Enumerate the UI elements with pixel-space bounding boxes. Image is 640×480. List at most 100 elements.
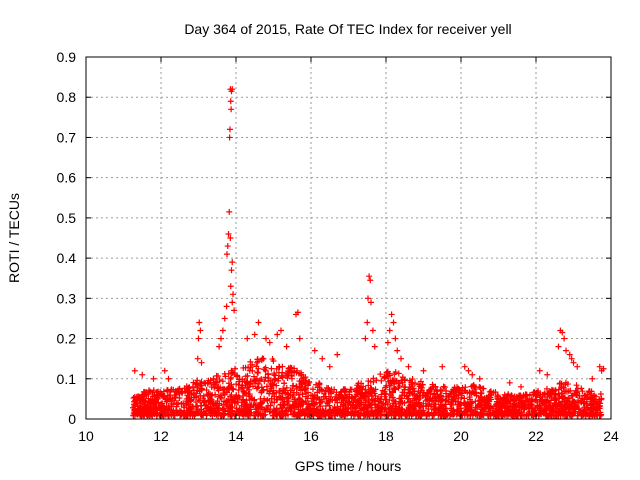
data-point: [565, 403, 572, 410]
data-point: [168, 386, 175, 393]
data-point: [271, 376, 278, 383]
data-point: [506, 406, 513, 413]
data-point: [210, 376, 217, 383]
data-point: [406, 384, 413, 391]
data-point: [264, 396, 271, 403]
data-point: [254, 369, 261, 376]
data-point: [273, 389, 280, 396]
data-point: [598, 395, 605, 402]
data-point: [431, 410, 438, 417]
data-point: [401, 408, 408, 415]
data-point: [193, 408, 200, 415]
data-point: [441, 384, 448, 391]
data-point: [430, 401, 437, 408]
data-point: [152, 399, 159, 406]
data-point: [480, 385, 487, 392]
data-point: [556, 408, 563, 415]
data-point: [327, 396, 334, 403]
data-point: [316, 396, 323, 403]
data-point: [515, 409, 522, 416]
data-point-peak: [227, 126, 233, 133]
data-point: [473, 392, 480, 399]
data-point: [279, 390, 285, 397]
data-point: [141, 393, 148, 400]
data-point: [511, 400, 518, 407]
plot-frame: [85, 56, 612, 420]
data-point: [430, 391, 437, 398]
data-point-peak: [296, 335, 303, 342]
data-point: [313, 406, 320, 413]
data-point: [455, 403, 462, 410]
data-point: [573, 382, 580, 389]
data-point: [399, 392, 406, 399]
data-point: [528, 401, 535, 408]
data-point-peak: [366, 273, 373, 280]
data-point: [409, 397, 416, 404]
data-point: [382, 375, 389, 382]
data-point: [317, 399, 324, 406]
data-point: [191, 390, 198, 397]
data-point: [526, 392, 533, 399]
data-point: [262, 374, 269, 381]
data-point: [318, 386, 325, 393]
data-point: [295, 411, 302, 418]
data-point: [212, 382, 219, 389]
data-point-peak: [469, 371, 476, 378]
data-point-peak: [388, 311, 395, 318]
data-point: [147, 396, 154, 403]
data-point: [168, 400, 175, 407]
data-point: [407, 409, 414, 416]
data-point: [299, 407, 306, 414]
data-point: [215, 383, 222, 390]
data-point: [213, 372, 220, 379]
data-point: [464, 408, 471, 415]
data-point: [365, 382, 372, 389]
data-point: [287, 392, 294, 399]
data-point: [309, 386, 316, 393]
data-point: [468, 400, 475, 407]
data-point: [339, 407, 346, 414]
y-tick-label: 0.2: [57, 331, 77, 347]
data-point: [569, 399, 576, 406]
data-point: [262, 367, 269, 374]
data-point: [279, 363, 286, 370]
data-point-peak: [294, 309, 301, 316]
data-point: [381, 390, 388, 397]
data-point: [480, 411, 487, 418]
data-point-peak: [223, 303, 230, 310]
data-point: [331, 403, 338, 410]
data-point: [454, 406, 461, 413]
data-point-peak: [231, 307, 238, 314]
data-point-peak: [216, 343, 223, 350]
data-point: [523, 391, 530, 398]
data-point-peak: [566, 351, 573, 358]
data-point: [437, 387, 444, 394]
data-point: [548, 388, 555, 395]
data-point: [461, 411, 468, 418]
data-point: [448, 405, 455, 412]
data-point: [145, 408, 152, 415]
data-point: [458, 410, 465, 417]
data-point: [149, 412, 156, 419]
data-point: [263, 383, 270, 390]
data-point-peak: [367, 277, 374, 284]
data-point: [174, 410, 181, 417]
data-point: [507, 402, 514, 409]
data-point: [588, 402, 595, 409]
data-point: [294, 367, 301, 374]
data-point: [432, 409, 439, 416]
data-point: [392, 377, 399, 384]
data-point: [266, 408, 273, 415]
data-point-peak: [405, 363, 412, 370]
data-point: [343, 408, 350, 415]
data-point-peak: [600, 365, 607, 372]
data-point: [131, 403, 138, 410]
data-point: [240, 410, 247, 417]
y-tick-label: 0.5: [57, 210, 77, 226]
data-point-peak: [518, 383, 524, 390]
data-point: [490, 389, 497, 396]
data-point: [163, 403, 170, 410]
data-point: [417, 394, 424, 401]
data-point: [508, 392, 515, 399]
data-point: [374, 410, 381, 417]
